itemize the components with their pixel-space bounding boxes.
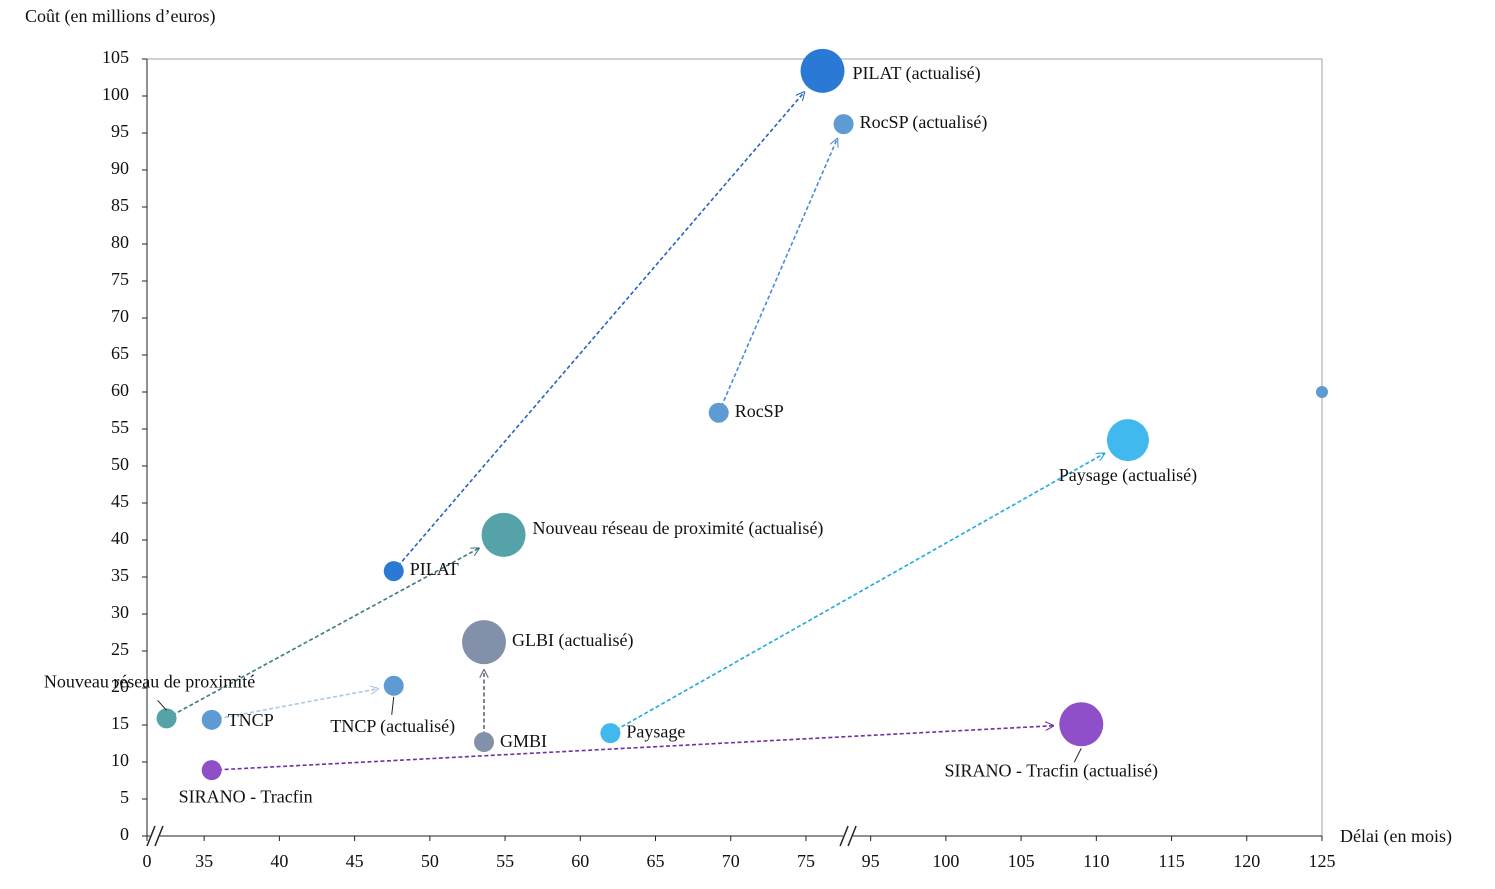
axis-break	[146, 825, 156, 847]
y-tick-label: 50	[111, 454, 129, 474]
bubble	[201, 760, 222, 781]
y-tick-label: 90	[111, 158, 129, 178]
label-leader	[157, 700, 167, 711]
y-tick-label: 40	[111, 528, 129, 548]
arrow	[211, 689, 378, 721]
x-tick-label: 120	[1233, 851, 1260, 871]
bubble	[474, 732, 495, 753]
x-tick-label: 40	[270, 851, 288, 871]
x-tick-label: 55	[496, 851, 514, 871]
y-tick-label: 65	[111, 343, 129, 363]
x-tick-label: 110	[1083, 851, 1109, 871]
y-tick-label: 5	[120, 787, 129, 807]
bubble	[383, 675, 404, 696]
y-tick-label: 100	[102, 84, 129, 104]
y-tick-label: 10	[111, 750, 129, 770]
bubble-label: GLBI (actualisé)	[512, 630, 633, 651]
x-tick-label: 125	[1309, 851, 1336, 871]
bubble	[1316, 386, 1328, 398]
y-tick-label: 0	[120, 824, 129, 844]
y-tick-label: 75	[111, 269, 129, 289]
x-tick-label: 95	[862, 851, 880, 871]
arrow	[609, 453, 1104, 734]
bubble-label: GMBI	[500, 731, 547, 751]
bubble-label: RocSP	[735, 401, 784, 421]
y-tick-label: 30	[111, 602, 129, 622]
bubble	[201, 709, 222, 730]
y-tick-label: 60	[111, 380, 129, 400]
label-leader	[391, 696, 395, 715]
axis-break-gap	[843, 834, 854, 842]
x-tick-label: 105	[1008, 851, 1035, 871]
x-tick-label: 65	[647, 851, 665, 871]
y-tick-label: 80	[111, 232, 129, 252]
x-tick-label: 75	[797, 851, 815, 871]
y-tick-label: 15	[111, 713, 129, 733]
bubble	[708, 402, 729, 423]
y-tick-label: 95	[111, 121, 129, 141]
bubble	[156, 708, 177, 729]
bubble-label: Nouveau réseau de proximité	[44, 671, 255, 691]
bubble	[800, 48, 845, 93]
x-tick-label: 45	[346, 851, 364, 871]
bubble-label: Nouveau réseau de proximité (actualisé)	[533, 518, 824, 539]
x-tick-label: 0	[143, 851, 152, 871]
y-axis-label: Coût (en millions d’euros)	[25, 6, 215, 27]
bubble	[1106, 419, 1149, 462]
x-tick-label: 115	[1158, 851, 1184, 871]
y-tick-label: 20	[111, 676, 129, 696]
x-tick-label: 70	[722, 851, 740, 871]
arrow	[166, 548, 479, 720]
bubble-label: TNCP (actualisé)	[330, 716, 455, 737]
y-tick-label: 55	[111, 417, 129, 437]
bubble-label: TNCP	[228, 710, 274, 730]
bubble	[600, 723, 621, 744]
x-tick-label: 100	[932, 851, 959, 871]
y-tick-label: 45	[111, 491, 129, 511]
x-tick-label: 50	[421, 851, 439, 871]
x-tick-label: 60	[571, 851, 589, 871]
arrow	[393, 92, 805, 572]
label-leader	[1073, 748, 1082, 763]
bubble-label: RocSP (actualisé)	[860, 112, 988, 133]
y-tick-label: 105	[102, 47, 129, 67]
y-tick-label: 25	[111, 639, 129, 659]
x-tick-label: 35	[195, 851, 213, 871]
x-axis-label: Délai (en mois)	[1340, 826, 1452, 847]
bubble-label: Paysage	[626, 721, 685, 741]
axis-break	[839, 825, 849, 847]
bubble	[833, 114, 854, 135]
axis-break	[847, 825, 857, 847]
axis-break-gap	[150, 834, 160, 842]
y-tick-label: 35	[111, 565, 129, 585]
bubble-label: SIRANO - Tracfin	[179, 786, 313, 806]
arrow	[717, 139, 838, 414]
bubble	[481, 512, 526, 557]
bubble	[462, 620, 507, 665]
bubble	[1059, 702, 1104, 747]
bubble-label: PILAT	[410, 559, 459, 579]
axis-break	[154, 825, 164, 847]
bubble-label: Paysage (actualisé)	[1059, 465, 1197, 486]
arrow	[211, 726, 1054, 771]
bubble-label: SIRANO - Tracfin (actualisé)	[945, 760, 1158, 781]
y-tick-label: 85	[111, 195, 129, 215]
bubble	[383, 561, 404, 582]
bubble-label: PILAT (actualisé)	[853, 63, 981, 84]
y-tick-label: 70	[111, 306, 129, 326]
